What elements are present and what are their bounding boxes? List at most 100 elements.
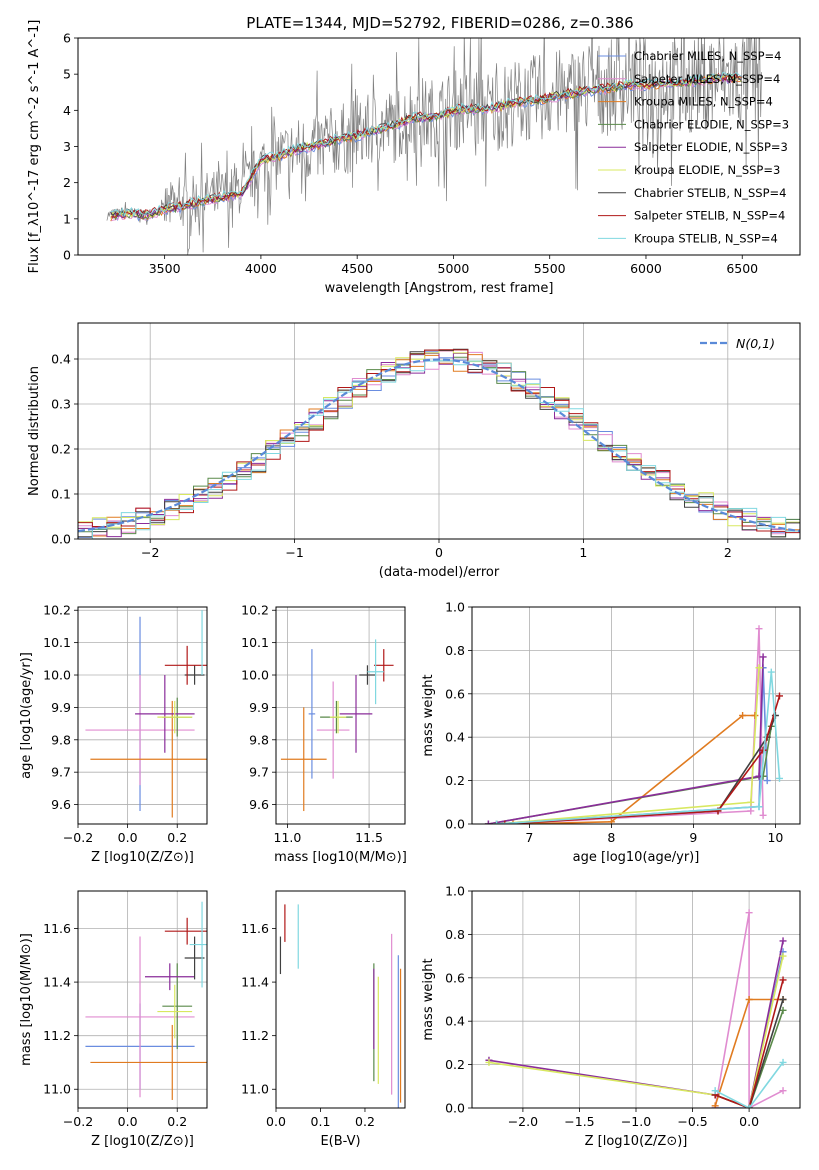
y-tick-label: 9.6 [51,797,71,812]
panel-spectrum: 3500 4000 4500 5000 5500 6000 6500 0 1 2 3 4 5 6 wavel… [27,20,801,296]
x-tick-label: 0.2 [167,1114,187,1129]
x-axis-label: mass [log10(M/M⊙)] [274,850,407,865]
weight-marker-5 [747,798,755,806]
weight-marker-7 [501,820,509,824]
x-axis-label: Z [log10(Z/Z⊙)] [91,850,194,865]
weight-marker-2 [751,712,759,719]
y-tick-label: 11.4 [43,975,71,990]
panel-age-vs-Z: −0.2 0.0 0.2 9.6 9.7 9.8 9.9 10.0 10.1 10.2 Z [log… [19,603,208,865]
y-tick-label: 9.7 [51,765,71,780]
y-tick-label: 10.0 [241,668,269,683]
y-tick-label: 3 [63,139,71,154]
x-tick-label: −1.5 [564,1114,594,1129]
legend-label-8: Kroupa STELIB, N_SSP=4 [634,231,778,245]
y-tick-label: 0.8 [445,927,465,942]
x-tick-label: −0.2 [63,1114,93,1129]
weight-marker-8 [755,803,763,811]
y-tick-label: 10.2 [43,603,71,618]
weight-marker-1 [759,811,767,819]
y-tick-label: 0.2 [51,442,71,457]
y-tick-label: 11.4 [241,975,269,990]
axes-frame [471,890,801,1109]
y-tick-label: 10.0 [43,668,71,683]
weight-marker-5 [485,1058,493,1066]
legend-label-4: Salpeter ELODIE, N_SSP=3 [634,140,788,154]
x-tick-label: −0.2 [63,830,93,845]
y-tick-label: 1 [63,211,71,226]
weight-marker-8 [779,1058,787,1066]
weight-marker-5 [779,952,787,960]
x-tick-label: 3500 [149,261,181,276]
weight-line-8 [496,672,781,824]
panel-age-vs-mass: 11.0 11.5 9.6 9.7 9.8 9.9 10.0 10.1 10.2 mass [lo… [241,603,407,865]
y-axis-label: mass [log10(M/M⊙)] [19,933,34,1066]
y-tick-label: 11.6 [43,921,71,936]
x-tick-label: 6500 [726,261,758,276]
x-tick-label: 0 [435,545,443,560]
x-tick-label: 5500 [534,261,566,276]
y-axis-label: Flux [f_λ10^-17 erg cm^-2 s^-1 A^-1] [27,20,42,274]
y-tick-label: 9.6 [249,797,269,812]
weight-line-8 [714,1061,784,1108]
y-tick-label: 0.0 [445,1101,465,1116]
y-axis-label: mass weight [421,674,436,756]
y-tick-label: 4 [63,103,71,118]
panel-residuals: −2 −1 0 1 2 0.0 0.1 0.2 0.3 0.4 (data-model)/error… [27,322,801,580]
y-tick-label: 9.7 [249,765,269,780]
y-tick-label: 10.1 [43,635,71,650]
plot-area-age-vs-mass [280,639,394,812]
weight-marker-8 [711,1087,719,1095]
plot-area-age-vs-Z [85,610,207,818]
y-tick-label: 1.0 [445,884,465,899]
y-tick-label: 11.0 [43,1082,71,1097]
weight-marker-4 [759,653,767,661]
y-tick-label: 9.9 [51,700,71,715]
y-tick-label: 11.2 [43,1028,71,1043]
y-tick-label: 0.8 [445,643,465,658]
weight-marker-1 [755,625,763,633]
axes-frame [77,37,801,256]
gaussian-curve [78,358,800,533]
weight-marker-7 [759,746,767,754]
weight-line-1 [504,628,764,824]
y-tick-label: 6 [63,31,71,46]
legend-label-0: Chabrier MILES, N_SSP=4 [634,49,781,63]
axes-frame [471,606,801,825]
y-tick-label: 9.8 [51,732,71,747]
x-axis-label: (data-model)/error [379,565,500,580]
weight-line-1 [714,912,784,1108]
weight-marker-8 [767,668,775,676]
x-tick-label: 4500 [341,261,373,276]
axes-frame [275,890,406,1109]
weight-marker-4 [484,820,492,824]
x-axis-label: wavelength [Angstrom, rest frame] [325,281,554,296]
legend-label-2: Kroupa MILES, N_SSP=4 [634,95,773,109]
y-tick-label: 0.0 [445,817,465,832]
plot-area-spectrum [106,38,762,255]
weight-marker-8 [493,820,501,824]
y-tick-label: 11.6 [241,921,269,936]
weight-marker-3 [779,1006,787,1014]
x-axis-label: Z [log10(Z/Z⊙)] [91,1134,194,1149]
x-tick-label: −1.0 [621,1114,651,1129]
y-tick-label: 10.1 [241,635,269,650]
x-tick-label: 0.1 [311,1114,331,1129]
x-tick-label: 0.0 [739,1114,759,1129]
weight-marker-6 [779,996,787,1003]
weight-marker-2 [739,712,747,719]
y-tick-label: 0.4 [445,730,465,745]
x-tick-label: 11.0 [274,830,302,845]
y-tick-label: 5 [63,67,71,82]
weight-marker-2 [607,818,615,824]
y-tick-label: 2 [63,175,71,190]
weight-marker-1 [747,807,755,815]
y-tick-label: 0 [63,248,71,263]
y-tick-label: 9.8 [249,732,269,747]
y-axis-label: Normed distribution [27,366,42,496]
weight-marker-2 [509,820,517,824]
legend-label-1: Salpeter MILES, N_SSP=4 [634,72,780,86]
x-tick-label: 8 [607,830,615,845]
y-tick-label: 0.4 [445,1014,465,1029]
legend-label-5: Kroupa ELODIE, N_SSP=3 [634,163,780,177]
